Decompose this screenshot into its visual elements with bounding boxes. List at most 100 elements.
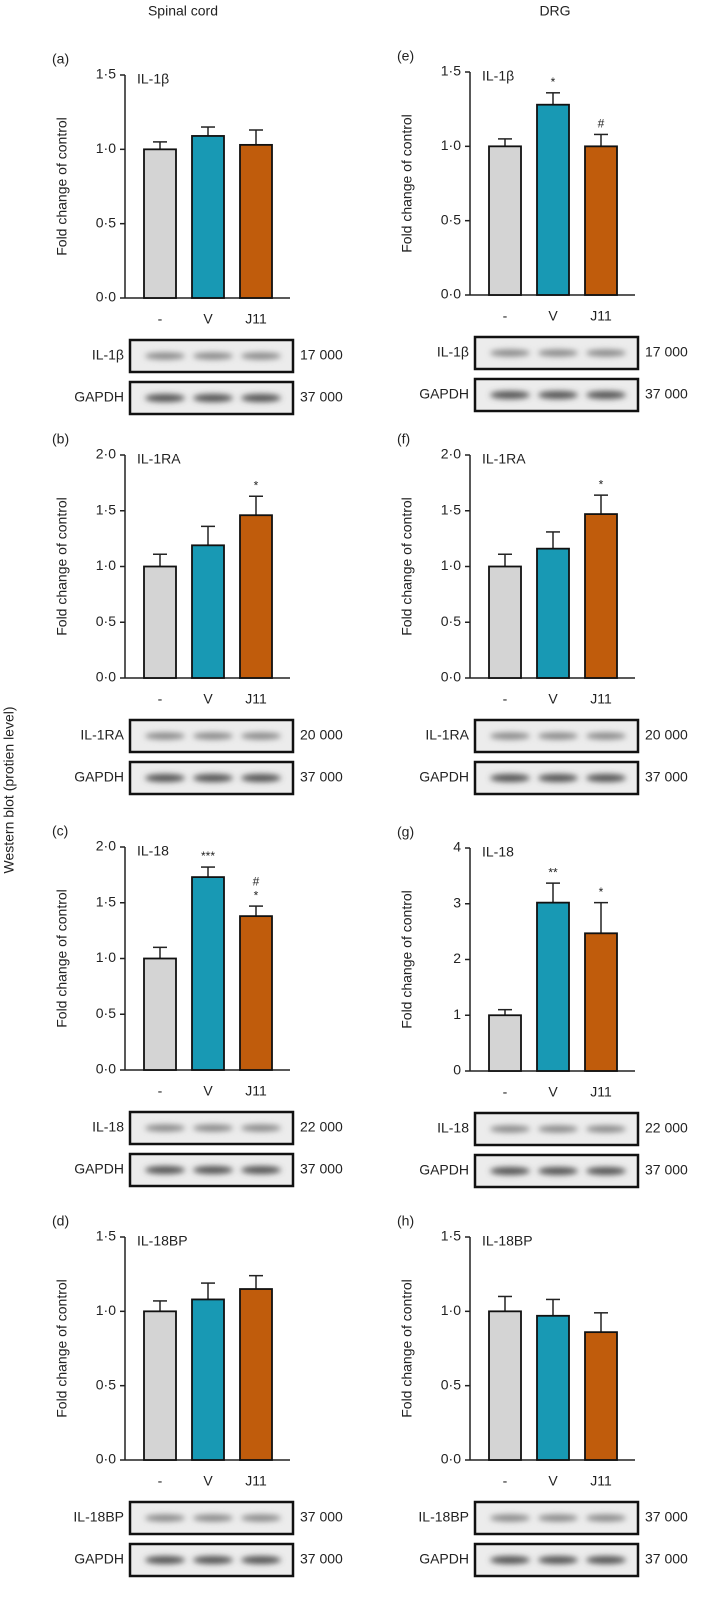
x-tick-label: - — [158, 691, 163, 707]
y-tick-label: 2 — [453, 950, 461, 966]
bar — [536, 103, 570, 296]
x-tick-label: J11 — [245, 1083, 267, 1099]
x-tick-label: - — [158, 1473, 163, 1489]
blot-mw: 20 000 — [645, 727, 688, 743]
blot-label: GAPDH — [419, 386, 469, 402]
y-axis-label: Fold change of control — [399, 890, 415, 1029]
y-tick-label: 1·0 — [96, 1302, 116, 1318]
x-tick-label: J11 — [590, 1084, 612, 1100]
y-tick-label: 1·5 — [96, 893, 116, 909]
blot-band — [586, 1125, 626, 1133]
blot-band — [538, 1167, 578, 1175]
chart-title: IL-18BP — [482, 1233, 533, 1249]
blot-band — [193, 1124, 233, 1132]
blot-band — [241, 1514, 281, 1522]
blot-mw: 37 000 — [645, 1162, 688, 1178]
blot-mw: 37 000 — [300, 389, 343, 405]
blot-band — [193, 394, 233, 402]
x-tick-label: - — [503, 308, 508, 324]
blot-band — [538, 349, 578, 357]
chart-title: IL-1RA — [137, 451, 181, 467]
blot-mw: 17 000 — [645, 344, 688, 360]
y-tick-label: 1·0 — [441, 557, 461, 573]
column-header: Spinal cord — [148, 3, 218, 19]
x-tick-label: V — [203, 1083, 213, 1099]
bar — [191, 544, 225, 679]
panel-label: (h) — [397, 1213, 414, 1229]
blot-band — [145, 394, 185, 402]
y-tick-label: 2·0 — [96, 838, 116, 854]
blot-label: GAPDH — [419, 1162, 469, 1178]
blot-label: IL-1β — [437, 344, 469, 360]
blot-label: GAPDH — [74, 389, 124, 405]
y-tick-label: 2·0 — [96, 446, 116, 462]
bar — [584, 1331, 618, 1461]
y-tick-label: 0·5 — [441, 211, 461, 227]
y-tick-label: 0·0 — [96, 1451, 116, 1467]
y-tick-label: 2·0 — [441, 446, 461, 462]
y-tick-label: 1·5 — [441, 501, 461, 517]
blot-label: GAPDH — [419, 1551, 469, 1567]
blot-band — [586, 391, 626, 399]
bar — [584, 513, 618, 679]
x-tick-label: V — [203, 691, 213, 707]
y-tick-label: 0 — [453, 1062, 461, 1078]
blot-label: IL-1β — [92, 347, 124, 363]
column-header: DRG — [539, 3, 570, 19]
significance-mark: # — [253, 874, 260, 888]
y-axis-label: Fold change of control — [399, 114, 415, 253]
significance-mark: * — [599, 477, 604, 491]
x-tick-label: - — [503, 1473, 508, 1489]
y-tick-label: 3 — [453, 894, 461, 910]
panel-label: (c) — [52, 823, 68, 839]
y-tick-label: 1·0 — [96, 557, 116, 573]
blot-band — [490, 1556, 530, 1564]
blot-band — [490, 732, 530, 740]
panel-label: (b) — [52, 431, 69, 447]
blot-band — [490, 349, 530, 357]
x-tick-label: J11 — [245, 1473, 267, 1489]
x-tick-label: J11 — [590, 308, 612, 324]
y-tick-label: 1·5 — [96, 1228, 116, 1244]
blot-band — [241, 732, 281, 740]
blot-band — [586, 349, 626, 357]
bar — [584, 932, 618, 1072]
y-tick-label: 1·5 — [441, 63, 461, 79]
x-tick-label: J11 — [590, 1473, 612, 1489]
blot-band — [586, 774, 626, 782]
y-axis-label: Fold change of control — [54, 889, 70, 1028]
y-tick-label: 1·0 — [441, 137, 461, 153]
blot-band — [193, 1556, 233, 1564]
y-axis-label: Fold change of control — [399, 497, 415, 636]
panel-label: (f) — [397, 431, 410, 447]
blot-band — [241, 1556, 281, 1564]
bar — [488, 1014, 522, 1072]
blot-band — [145, 1166, 185, 1174]
bar — [143, 957, 177, 1071]
blot-mw: 17 000 — [300, 347, 343, 363]
blot-band — [490, 1514, 530, 1522]
y-axis-label: Fold change of control — [399, 1279, 415, 1418]
side-label: Western blot (protien level) — [1, 706, 17, 873]
y-tick-label: 4 — [453, 839, 461, 855]
blot-band — [241, 774, 281, 782]
significance-mark: * — [599, 885, 604, 899]
bar — [191, 876, 225, 1071]
blot-mw: 22 000 — [300, 1119, 343, 1135]
blot-band — [241, 394, 281, 402]
blot-band — [586, 1556, 626, 1564]
y-axis-label: Fold change of control — [54, 117, 70, 256]
blot-band — [586, 732, 626, 740]
blot-label: GAPDH — [74, 769, 124, 785]
chart-title: IL-1β — [137, 71, 169, 87]
blot-band — [145, 774, 185, 782]
blot-band — [490, 774, 530, 782]
bar — [143, 1310, 177, 1461]
bar — [536, 901, 570, 1072]
blot-label: IL-18 — [437, 1120, 469, 1136]
chart-title: IL-1RA — [482, 451, 526, 467]
blot-band — [145, 352, 185, 360]
y-tick-label: 1·0 — [96, 949, 116, 965]
x-tick-label: V — [548, 691, 558, 707]
